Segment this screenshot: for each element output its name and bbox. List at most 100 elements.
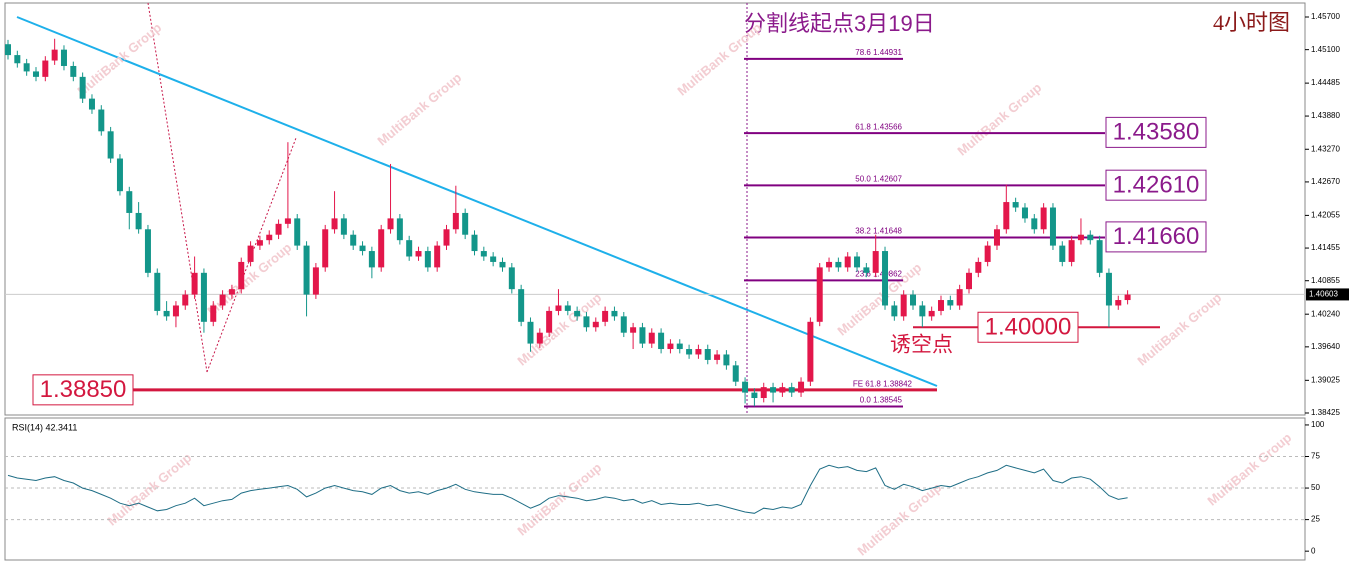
candle-body xyxy=(396,218,403,241)
candle-body xyxy=(266,234,273,241)
candle-body xyxy=(228,289,235,295)
watermark: MultiBank Group xyxy=(954,80,1044,159)
level-label: 1.38850 xyxy=(40,376,127,403)
level-label: 1.41660 xyxy=(1113,223,1200,250)
split-label: 分割线起点3月19日 xyxy=(744,11,935,36)
candle-body xyxy=(284,218,291,224)
y-tick-label: 0 xyxy=(1311,546,1316,555)
candle-body xyxy=(630,327,637,333)
candle-body xyxy=(210,305,217,322)
candle-body xyxy=(938,300,944,311)
candle-body xyxy=(70,65,77,77)
level-label: 1.43580 xyxy=(1113,119,1200,146)
y-tick-label: 1.42055 xyxy=(1311,211,1340,220)
candle-body xyxy=(676,343,683,350)
candle-body xyxy=(1031,218,1038,230)
candle-body xyxy=(182,294,189,306)
candle-body xyxy=(714,354,721,360)
candle-body xyxy=(126,191,133,213)
y-tick-label: 25 xyxy=(1311,515,1320,524)
candle-body xyxy=(844,256,851,268)
y-tick-label: 1.40855 xyxy=(1311,276,1340,285)
candle-body xyxy=(107,131,114,159)
candle-body xyxy=(368,251,375,268)
fib-label: 78.6 1.44931 xyxy=(855,48,902,57)
candle-body xyxy=(480,251,487,257)
candle-body xyxy=(312,267,319,295)
candle-body xyxy=(508,267,515,290)
candle-body xyxy=(135,212,142,230)
y-tick-label: 1.42670 xyxy=(1311,177,1340,186)
y-tick-label: 1.45100 xyxy=(1311,45,1340,54)
candle-body xyxy=(872,251,879,273)
candle-body xyxy=(238,261,245,290)
candle-body xyxy=(779,387,786,393)
candle-body xyxy=(191,272,198,295)
candle-body xyxy=(620,316,627,333)
candle-body xyxy=(536,332,543,344)
level-box xyxy=(1105,221,1207,253)
y-tick-label: 1.45700 xyxy=(1311,12,1340,21)
candle-body xyxy=(219,294,226,306)
last-price-label: 1.40603 xyxy=(1309,290,1338,299)
candle-body xyxy=(1021,207,1028,219)
rsi-title: RSI(14) 42.3411 xyxy=(12,422,77,432)
trend-line xyxy=(16,16,938,387)
fib-label: FE 61.8 1.38842 xyxy=(853,379,913,388)
candle-body xyxy=(387,218,394,230)
main-panel xyxy=(4,2,1306,416)
candle-body xyxy=(686,349,693,355)
candle-body xyxy=(816,267,823,322)
candle-body xyxy=(658,332,665,350)
candle-body xyxy=(900,294,907,317)
candle-body xyxy=(144,229,151,273)
candle-body xyxy=(956,289,963,306)
timeframe-label: 4小时图 xyxy=(1213,10,1290,35)
level-box xyxy=(1105,116,1207,148)
candle-body xyxy=(1040,207,1047,230)
candle-body xyxy=(947,300,954,306)
level-box xyxy=(977,311,1079,343)
candle-body xyxy=(256,240,263,246)
candle-body xyxy=(434,245,441,268)
candle-body xyxy=(527,321,534,344)
candle-body xyxy=(704,349,711,360)
level-box xyxy=(32,374,134,406)
candle-body xyxy=(751,392,758,399)
candle-body xyxy=(32,71,39,77)
candle-body xyxy=(1012,202,1019,208)
watermark: MultiBank Group xyxy=(74,20,164,99)
watermark: MultiBank Group xyxy=(514,460,604,539)
candle-body xyxy=(965,272,972,290)
watermark: MultiBank Group xyxy=(1134,290,1224,369)
y-tick-label: 75 xyxy=(1311,452,1320,461)
candle-body xyxy=(583,316,590,328)
candle-body xyxy=(993,229,1000,246)
candle-body xyxy=(1077,234,1084,241)
fib-label: 0.0 1.38545 xyxy=(860,396,903,405)
candle-body xyxy=(275,223,282,235)
candle-body xyxy=(1087,234,1094,241)
candle-body xyxy=(1105,272,1112,306)
watermark: MultiBank Group xyxy=(104,450,194,529)
candle-body xyxy=(163,310,170,317)
fib-label: 23.6 1.40862 xyxy=(855,269,902,278)
candle-body xyxy=(98,109,105,132)
fib-label: 38.2 1.41648 xyxy=(855,227,902,236)
candle-body xyxy=(23,63,30,72)
candle-body xyxy=(611,310,618,317)
candle-body xyxy=(770,387,777,393)
y-tick-label: 1.38425 xyxy=(1311,408,1340,417)
candle-body xyxy=(984,245,991,262)
candle-body xyxy=(723,354,730,366)
candle-body xyxy=(5,44,11,56)
candle-body xyxy=(1096,240,1103,273)
candle-body xyxy=(303,245,310,295)
rsi-panel xyxy=(4,417,1306,561)
watermark: MultiBank Group xyxy=(374,70,464,149)
candle-body xyxy=(863,267,870,273)
candle-body xyxy=(1115,300,1122,306)
candle-body xyxy=(928,310,935,317)
